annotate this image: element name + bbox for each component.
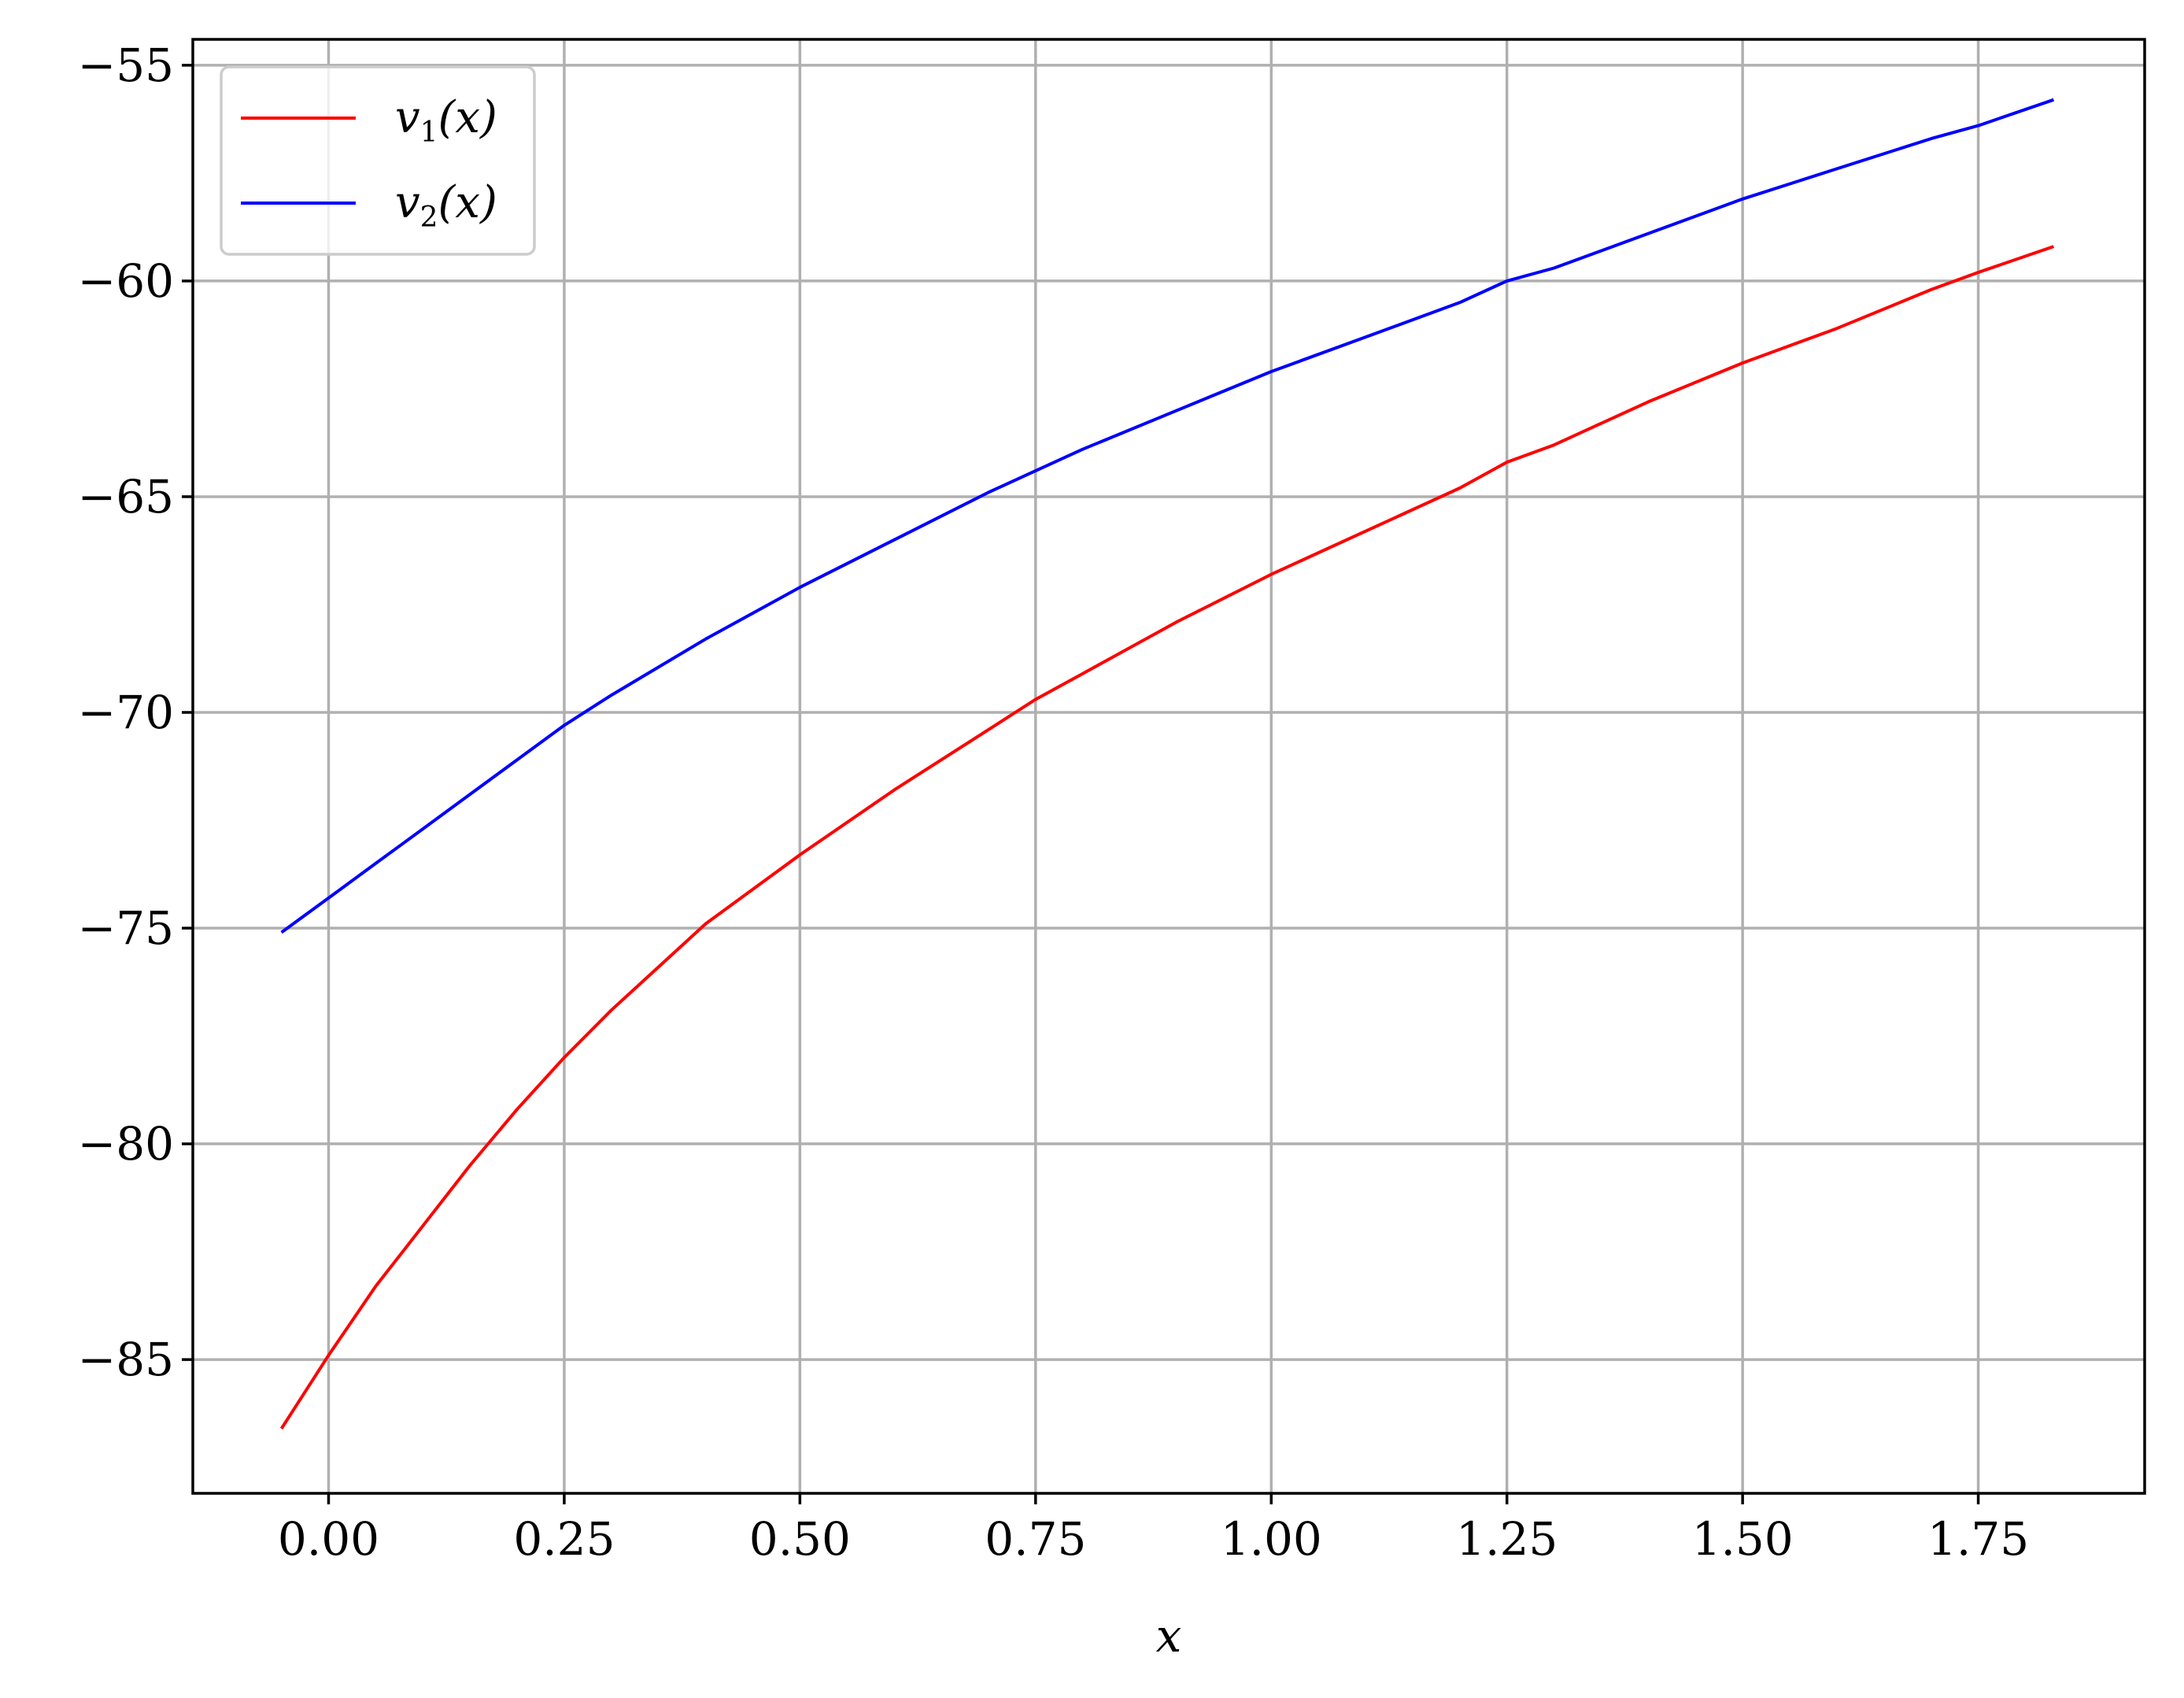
legend-label-subscript: 2 (420, 202, 438, 234)
x-axis-ticks: 0.00 0.25 0.50 0.75 1.00 1.25 1.50 1.75 (278, 1493, 2029, 1566)
y-tick-label: −65 (78, 470, 174, 523)
y-tick-label: −60 (78, 254, 174, 308)
x-tick-label: 1.75 (1927, 1512, 2029, 1566)
plot-area (193, 39, 2145, 1493)
legend: v1(x)v2(x) (220, 65, 536, 256)
x-axis-title: x (1156, 1609, 1182, 1663)
y-tick-label: −85 (78, 1333, 174, 1386)
x-tick-label: 0.50 (749, 1512, 851, 1566)
series-line-2 (280, 98, 2055, 934)
legend-label-2: v2(x) (395, 177, 497, 234)
x-tick-label: 0.25 (513, 1512, 615, 1566)
legend-box (220, 65, 536, 256)
legend-label-main: v (395, 92, 420, 143)
y-axis-ticks: −85 −80 −75 −70 −65 −60 −55 (78, 39, 193, 1386)
series-line-1 (279, 245, 2055, 1430)
y-tick-label: −55 (78, 39, 174, 92)
legend-label-subscript: 1 (420, 117, 438, 149)
series-layer (279, 98, 2055, 1430)
plot-frame (191, 38, 2146, 1495)
y-tick-label: −75 (78, 901, 174, 955)
x-tick-label: 1.00 (1221, 1512, 1322, 1566)
y-gridlines (193, 64, 2145, 1361)
x-tick-label: 1.50 (1692, 1512, 1794, 1566)
legend-label-tail: (x) (438, 177, 497, 228)
x-tick-label: 0.75 (985, 1512, 1086, 1566)
legend-label-tail: (x) (438, 92, 497, 143)
y-tick-label: −80 (78, 1117, 174, 1171)
legend-label-1: v1(x) (395, 92, 497, 149)
x-tick-label: 0.00 (278, 1512, 379, 1566)
x-tick-label: 1.25 (1456, 1512, 1558, 1566)
legend-label-main: v (395, 177, 420, 228)
y-tick-label: −70 (78, 686, 174, 739)
